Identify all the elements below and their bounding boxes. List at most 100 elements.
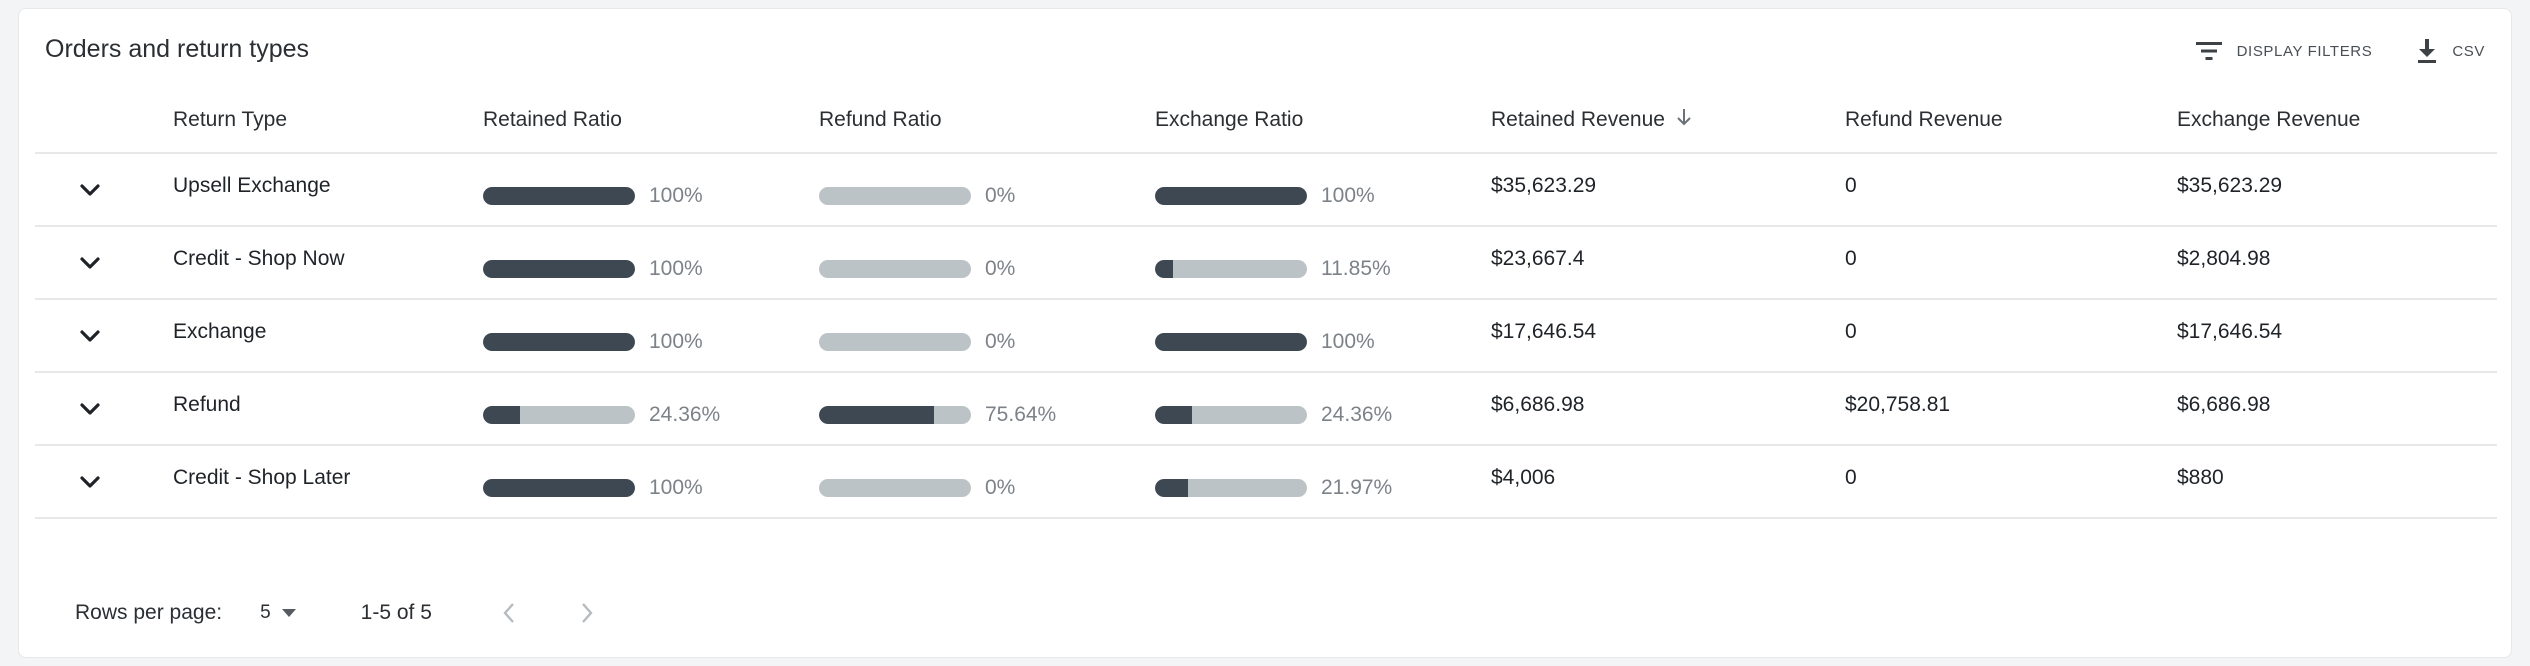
- refund-ratio: 0%: [819, 245, 1155, 281]
- retained-ratio-label: 24.36%: [649, 402, 721, 426]
- csv-download-button[interactable]: CSV: [2416, 38, 2485, 64]
- exchange-ratio-cell: 24.36%: [1155, 372, 1491, 446]
- retained-ratio-label: 100%: [649, 475, 703, 499]
- expand-cell: [35, 153, 173, 227]
- exchange-ratio-bar-fill: [1155, 478, 1189, 497]
- refund-ratio-bar-fill: [819, 405, 934, 424]
- return-type-cell: Credit - Shop Now: [173, 226, 483, 300]
- display-filters-button[interactable]: DISPLAY FILTERS: [2195, 39, 2373, 63]
- refund-revenue-cell: 0: [1845, 445, 2177, 519]
- retained-ratio-bar-fill: [483, 259, 635, 278]
- table-row[interactable]: Credit - Shop Later 100% 0% 21.97% $4,006 0 $8…: [35, 445, 2497, 519]
- retained-ratio-cell: 100%: [483, 445, 819, 519]
- orders-return-types-card: Orders and return types DISPLAY FILTERS: [18, 8, 2512, 658]
- return-types-table: Return Type Retained Ratio Refund Ratio …: [35, 87, 2497, 519]
- return-type-cell: Upsell Exchange: [173, 153, 483, 227]
- exchange-ratio-bar: [1155, 405, 1307, 424]
- refund-ratio-label: 0%: [985, 256, 1016, 280]
- expand-cell: [35, 299, 173, 373]
- retained-ratio-bar-fill: [483, 405, 521, 424]
- exchange-revenue-cell: $2,804.98: [2177, 226, 2497, 300]
- pagination-range: 1-5 of 5: [360, 601, 432, 624]
- exchange-ratio-bar-fill: [1155, 186, 1307, 205]
- csv-label: CSV: [2452, 42, 2485, 60]
- download-icon: [2416, 38, 2438, 64]
- exchange-ratio-bar: [1155, 259, 1307, 278]
- exchange-ratio-label: 11.85%: [1321, 256, 1391, 280]
- table-row[interactable]: Refund 24.36% 75.64% 24.36% $6,686.98 $20,758…: [35, 372, 2497, 446]
- exchange-ratio: 11.85%: [1155, 245, 1491, 281]
- refund-ratio-label: 75.64%: [985, 402, 1057, 426]
- refund-ratio-label: 0%: [985, 475, 1016, 499]
- table-header-row: Return Type Retained Ratio Refund Ratio …: [35, 87, 2497, 154]
- refund-revenue-cell: 0: [1845, 299, 2177, 373]
- retained-revenue-cell: $35,623.29: [1491, 153, 1845, 227]
- exchange-ratio-label: 24.36%: [1321, 402, 1393, 426]
- table-row[interactable]: Upsell Exchange 100% 0% 100% $35,623.29 0 $35,…: [35, 153, 2497, 227]
- retained-ratio: 100%: [483, 464, 819, 500]
- retained-ratio-bar-fill: [483, 186, 635, 205]
- exchange-ratio-bar: [1155, 186, 1307, 205]
- retained-ratio-cell: 100%: [483, 153, 819, 227]
- refund-ratio: 0%: [819, 464, 1155, 500]
- retained-revenue-cell: $17,646.54: [1491, 299, 1845, 373]
- column-header-refund-ratio[interactable]: Refund Ratio: [819, 87, 1155, 154]
- refund-ratio: 75.64%: [819, 391, 1155, 427]
- chevron-down-icon[interactable]: [75, 248, 105, 278]
- retained-revenue-cell: $23,667.4: [1491, 226, 1845, 300]
- column-header-return-type[interactable]: Return Type: [173, 87, 483, 154]
- return-type-cell: Exchange: [173, 299, 483, 373]
- exchange-revenue-cell: $35,623.29: [2177, 153, 2497, 227]
- retained-ratio-label: 100%: [649, 183, 703, 207]
- retained-ratio-bar-fill: [483, 332, 635, 351]
- table-row[interactable]: Credit - Shop Now 100% 0% 11.85% $23,667.4 0 $…: [35, 226, 2497, 300]
- retained-revenue-cell: $4,006: [1491, 445, 1845, 519]
- chevron-down-icon[interactable]: [75, 467, 105, 497]
- exchange-ratio-bar-fill: [1155, 332, 1307, 351]
- chevron-right-icon[interactable]: [572, 598, 602, 628]
- refund-ratio-cell: 75.64%: [819, 372, 1155, 446]
- refund-ratio-label: 0%: [985, 329, 1016, 353]
- refund-revenue-cell: $20,758.81: [1845, 372, 2177, 446]
- exchange-ratio-bar: [1155, 332, 1307, 351]
- retained-ratio-cell: 100%: [483, 226, 819, 300]
- exchange-revenue-cell: $17,646.54: [2177, 299, 2497, 373]
- refund-ratio-bar: [819, 405, 971, 424]
- chevron-down-icon[interactable]: [75, 175, 105, 205]
- column-header-retained-ratio[interactable]: Retained Ratio: [483, 87, 819, 154]
- retained-ratio-label: 100%: [649, 329, 703, 353]
- rows-per-page-select[interactable]: 5: [260, 602, 297, 624]
- exchange-ratio: 21.97%: [1155, 464, 1491, 500]
- exchange-ratio-label: 21.97%: [1321, 475, 1393, 499]
- retained-ratio-bar-fill: [483, 478, 635, 497]
- exchange-revenue-cell: $6,686.98: [2177, 372, 2497, 446]
- refund-ratio-cell: 0%: [819, 226, 1155, 300]
- exchange-ratio-bar: [1155, 478, 1307, 497]
- table-row[interactable]: Exchange 100% 0% 100% $17,646.54 0 $17,646.54: [35, 299, 2497, 373]
- card-title: Orders and return types: [45, 35, 310, 63]
- exchange-ratio-label: 100%: [1321, 329, 1375, 353]
- exchange-ratio-label: 100%: [1321, 183, 1375, 207]
- chevron-down-icon[interactable]: [75, 321, 105, 351]
- retained-ratio-bar: [483, 332, 635, 351]
- refund-ratio-bar: [819, 186, 971, 205]
- chevron-left-icon[interactable]: [494, 598, 524, 628]
- refund-ratio: 0%: [819, 318, 1155, 354]
- return-type-cell: Refund: [173, 372, 483, 446]
- column-header-retained-revenue[interactable]: Retained Revenue: [1491, 87, 1845, 154]
- card-header: Orders and return types DISPLAY FILTERS: [45, 29, 2485, 73]
- chevron-down-icon[interactable]: [75, 394, 105, 424]
- refund-ratio-label: 0%: [985, 183, 1016, 207]
- arrow-down-icon[interactable]: [1675, 107, 1693, 133]
- caret-down-icon: [281, 602, 297, 624]
- expand-cell: [35, 445, 173, 519]
- refund-ratio-bar: [819, 259, 971, 278]
- exchange-ratio-cell: 100%: [1155, 299, 1491, 373]
- retained-ratio-bar: [483, 259, 635, 278]
- column-header-exchange-ratio[interactable]: Exchange Ratio: [1155, 87, 1491, 154]
- column-header-refund-revenue[interactable]: Refund Revenue: [1845, 87, 2177, 154]
- column-header-exchange-revenue[interactable]: Exchange Revenue: [2177, 87, 2497, 154]
- expand-cell: [35, 372, 173, 446]
- expand-cell: [35, 226, 173, 300]
- refund-revenue-cell: 0: [1845, 226, 2177, 300]
